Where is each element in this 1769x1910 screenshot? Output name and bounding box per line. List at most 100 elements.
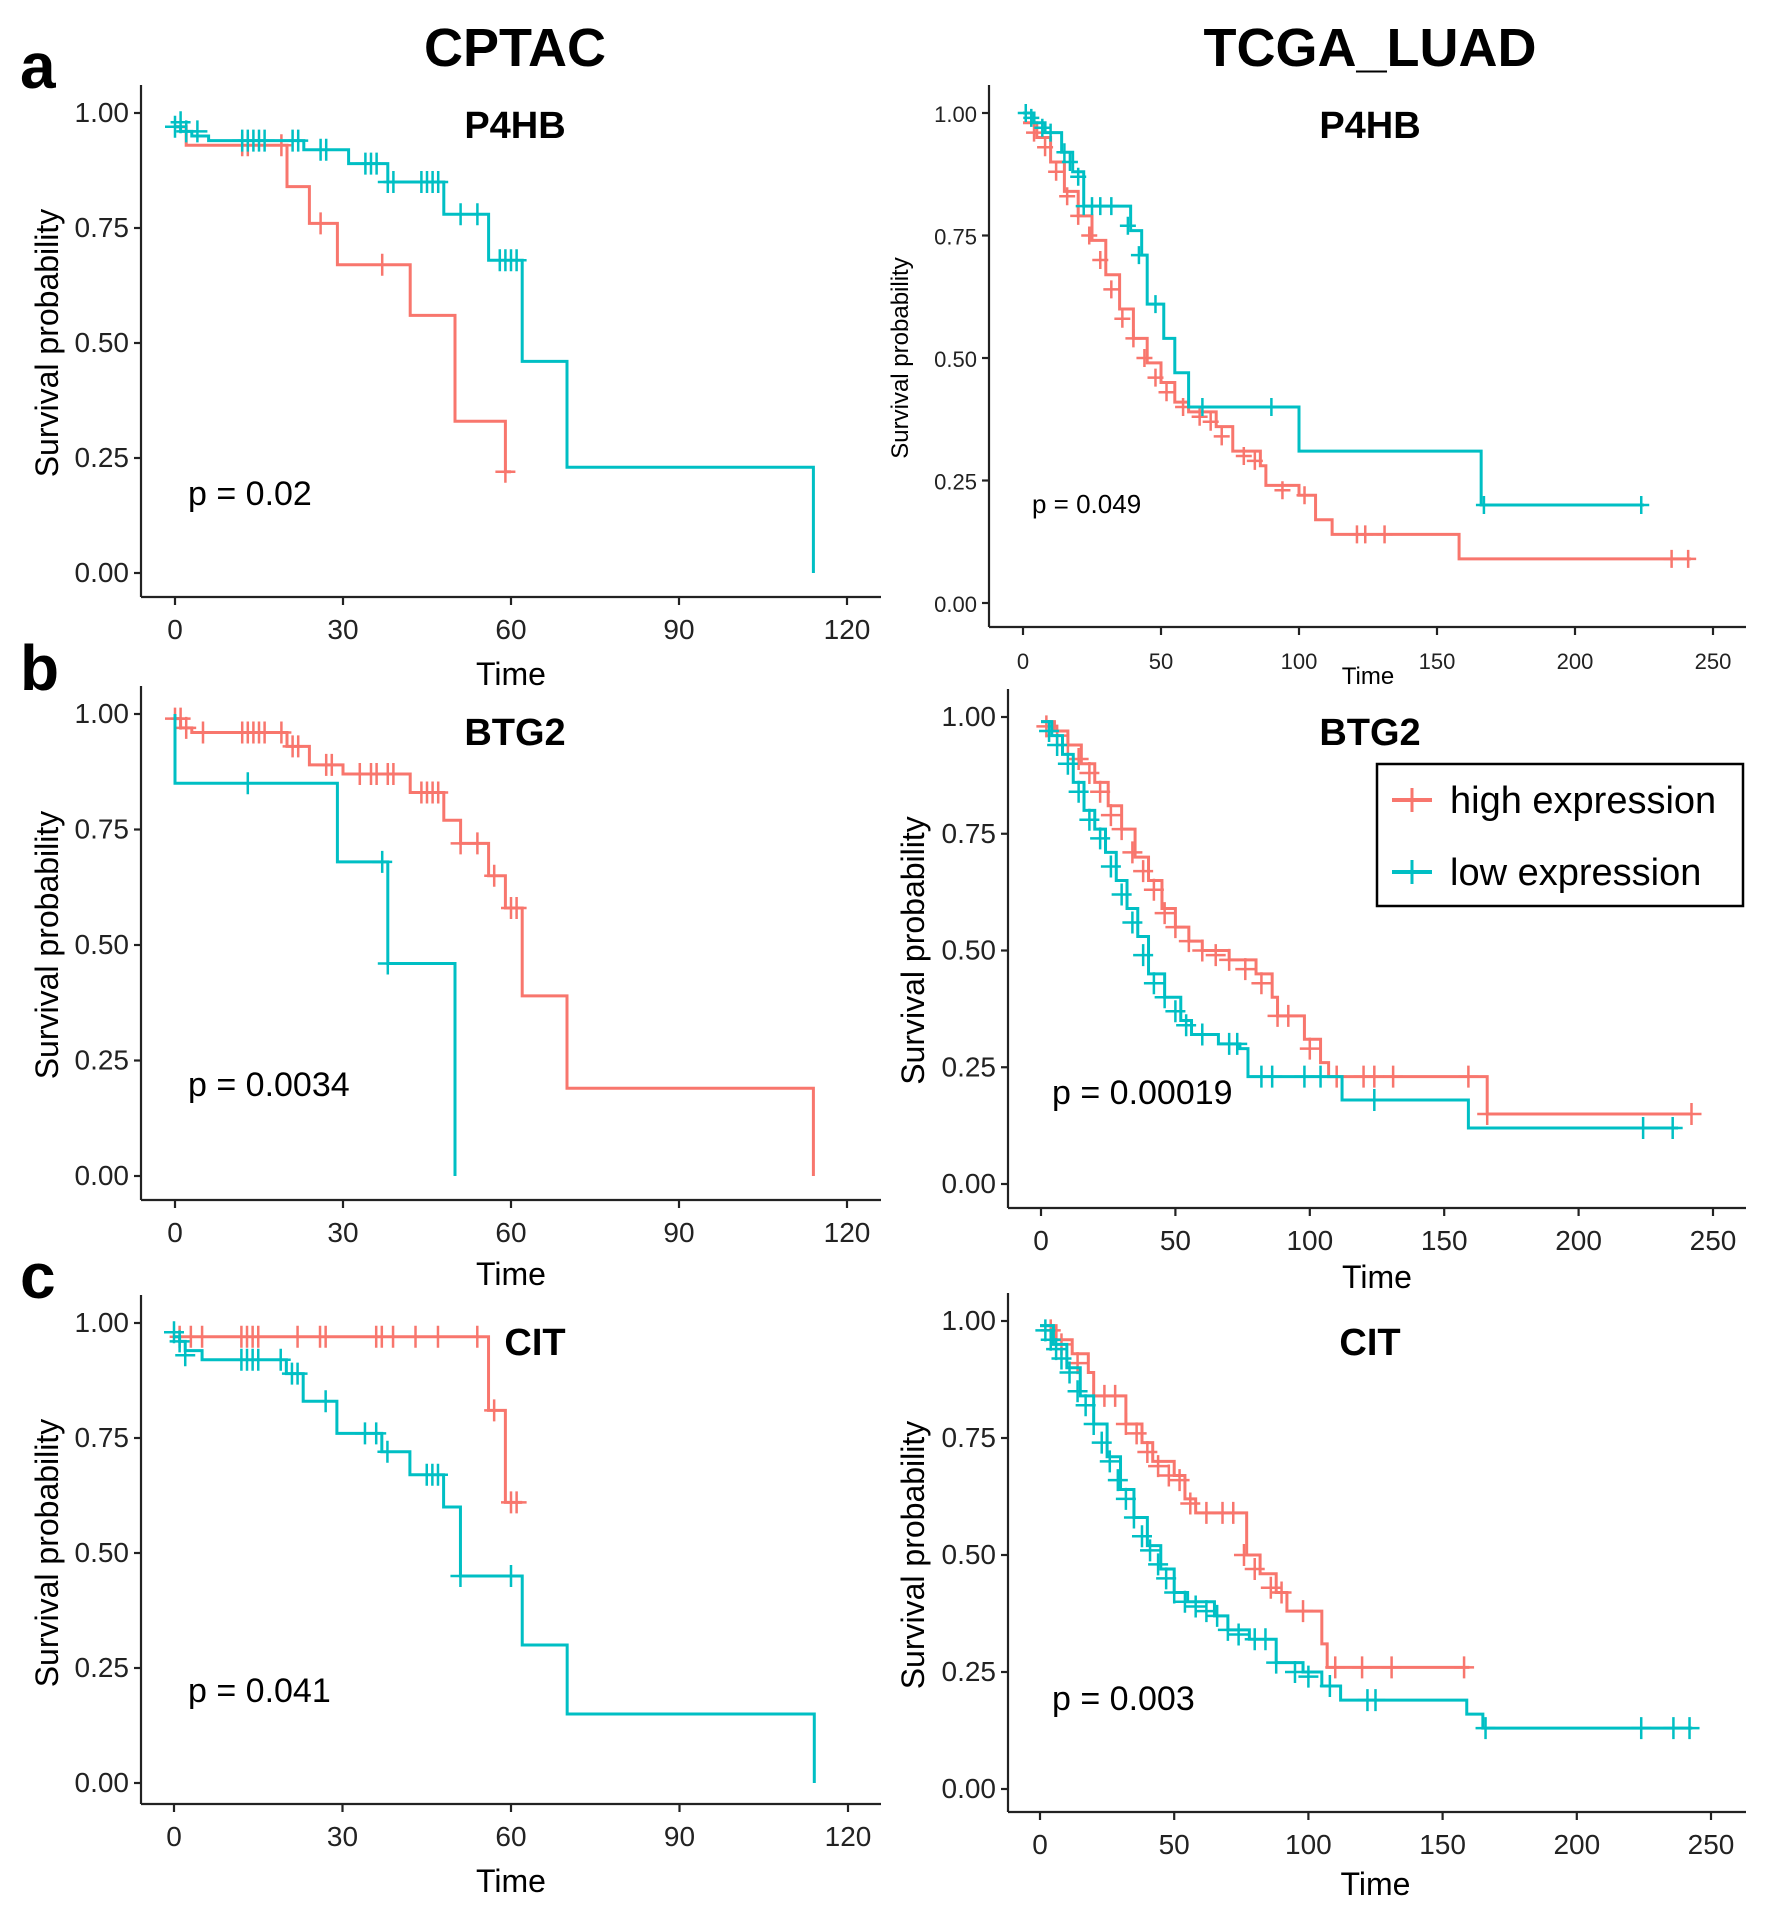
- panel-letter-c: c: [20, 1240, 56, 1312]
- censor-mark-low: [450, 203, 471, 226]
- y-tick-label: 1.00: [942, 1305, 997, 1336]
- censor-mark-low: [1227, 1032, 1248, 1055]
- censor-mark-low: [1140, 1539, 1161, 1562]
- censor-mark-high: [193, 721, 213, 744]
- column-title-tcga: TCGA_LUAD: [1204, 18, 1537, 78]
- legend-label-high: high expression: [1450, 780, 1716, 822]
- x-tick-label: 200: [1555, 1225, 1602, 1256]
- survival-curve-high: [175, 125, 511, 474]
- censor-mark-high: [1158, 383, 1175, 402]
- y-tick-label: 0.50: [75, 929, 130, 960]
- censor-mark-low: [1631, 1717, 1652, 1740]
- censor-mark-high: [1191, 407, 1208, 426]
- x-axis-title: Time: [1342, 1259, 1412, 1295]
- censor-mark-high: [1067, 1352, 1088, 1375]
- censor-mark-low: [1119, 216, 1136, 235]
- censor-mark-high: [1357, 525, 1374, 544]
- y-tick-label: 0.25: [75, 1652, 130, 1683]
- x-tick-label: 0: [167, 1217, 183, 1248]
- censor-mark-low: [1107, 1469, 1128, 1492]
- y-tick-label: 1.00: [942, 701, 997, 732]
- censor-mark-high: [288, 735, 309, 758]
- censor-mark-low: [428, 171, 449, 193]
- x-axis-title: Time: [1341, 1866, 1411, 1902]
- censor-mark-high: [1048, 162, 1065, 181]
- censor-mark-high: [287, 1325, 308, 1348]
- censor-mark-low: [237, 772, 258, 795]
- p-value-label: p = 0.00019: [1052, 1074, 1233, 1112]
- censor-mark-low: [165, 115, 185, 138]
- y-tick-label: 0.25: [75, 442, 130, 473]
- y-tick-label: 0.25: [934, 470, 977, 495]
- censor-mark-high: [1219, 948, 1240, 971]
- censor-mark-low: [270, 1348, 291, 1371]
- x-tick-label: 90: [663, 1217, 694, 1248]
- censor-mark-high: [1114, 309, 1131, 328]
- censor-mark-low: [1174, 1590, 1195, 1613]
- censor-mark-low: [1164, 1581, 1185, 1604]
- x-tick-label: 120: [825, 1821, 872, 1852]
- censor-mark-high: [1246, 451, 1263, 470]
- censor-mark-low: [1023, 108, 1040, 127]
- censor-mark-high: [506, 897, 527, 920]
- censor-mark-high: [1251, 972, 1272, 995]
- censor-mark-low: [1255, 1628, 1276, 1651]
- censor-mark-low: [1662, 1116, 1683, 1139]
- censor-mark-low: [1228, 1623, 1249, 1646]
- censor-mark-low: [1091, 1431, 1112, 1454]
- gene-title: CIT: [1339, 1322, 1400, 1364]
- p-value-label: p = 0.041: [188, 1672, 331, 1710]
- survival-curve-low: [1041, 720, 1679, 1130]
- censor-mark-high: [1103, 280, 1120, 299]
- censor-mark-low: [383, 171, 404, 193]
- y-axis-title: Survival probability: [29, 1419, 65, 1688]
- censor-mark-high: [1154, 902, 1175, 925]
- x-tick-label: 30: [327, 1821, 358, 1852]
- censor-mark-low: [1046, 1338, 1067, 1361]
- p-value-label: p = 0.003: [1052, 1680, 1195, 1718]
- y-tick-label: 0.75: [75, 814, 130, 845]
- censor-mark-high: [1458, 1065, 1479, 1088]
- censor-mark-low: [1070, 167, 1087, 186]
- censor-mark-low: [1196, 1600, 1217, 1623]
- censor-mark-low: [366, 1422, 387, 1445]
- gene-title: P4HB: [464, 105, 565, 147]
- censor-mark-high: [1180, 1492, 1201, 1515]
- censor-mark-high: [1036, 715, 1057, 738]
- x-tick-label: 60: [495, 1217, 526, 1248]
- censor-mark-high: [1244, 1558, 1265, 1581]
- censor-mark-high: [450, 832, 471, 855]
- censor-mark-high: [484, 864, 505, 887]
- y-tick-label: 0.75: [75, 1422, 130, 1453]
- censor-mark-low: [1056, 143, 1073, 162]
- censor-mark-low: [1143, 972, 1164, 995]
- y-tick-label: 0.75: [934, 225, 977, 250]
- censor-mark-low: [1165, 1000, 1186, 1023]
- censor-mark-low: [1633, 496, 1650, 514]
- x-tick-label: 150: [1419, 649, 1456, 674]
- censor-mark-high: [1376, 525, 1393, 544]
- censor-mark-low: [1192, 1023, 1213, 1046]
- censor-mark-high: [1454, 1656, 1475, 1679]
- gene-title: BTG2: [1319, 712, 1420, 754]
- censor-mark-low: [467, 203, 488, 226]
- censor-mark-low: [1040, 1328, 1061, 1351]
- survival-curve-high: [1041, 720, 1692, 1116]
- km-panel-c-tcga: 0.00 0.25 0.50 0.75 1.00 0 50 100 150 200 250 Time S…: [895, 1293, 1746, 1902]
- y-tick-label: 0.25: [942, 1051, 997, 1082]
- censor-mark-low: [1130, 246, 1147, 265]
- x-tick-label: 200: [1557, 649, 1594, 674]
- censor-mark-high: [1233, 1544, 1254, 1566]
- censor-mark-high: [405, 1325, 426, 1348]
- x-tick-label: 100: [1281, 649, 1318, 674]
- censor-mark-low: [506, 249, 527, 272]
- censor-mark-low: [175, 1344, 196, 1367]
- censor-mark-low: [1042, 123, 1059, 142]
- censor-mark-low: [1075, 1394, 1096, 1417]
- censor-mark-low: [1034, 118, 1051, 137]
- censor-mark-low: [1035, 1319, 1056, 1342]
- censor-mark-high: [321, 753, 342, 776]
- x-axis-title: Time: [476, 656, 546, 692]
- y-tick-label: 0.25: [942, 1656, 997, 1687]
- censor-mark-high: [1100, 804, 1121, 827]
